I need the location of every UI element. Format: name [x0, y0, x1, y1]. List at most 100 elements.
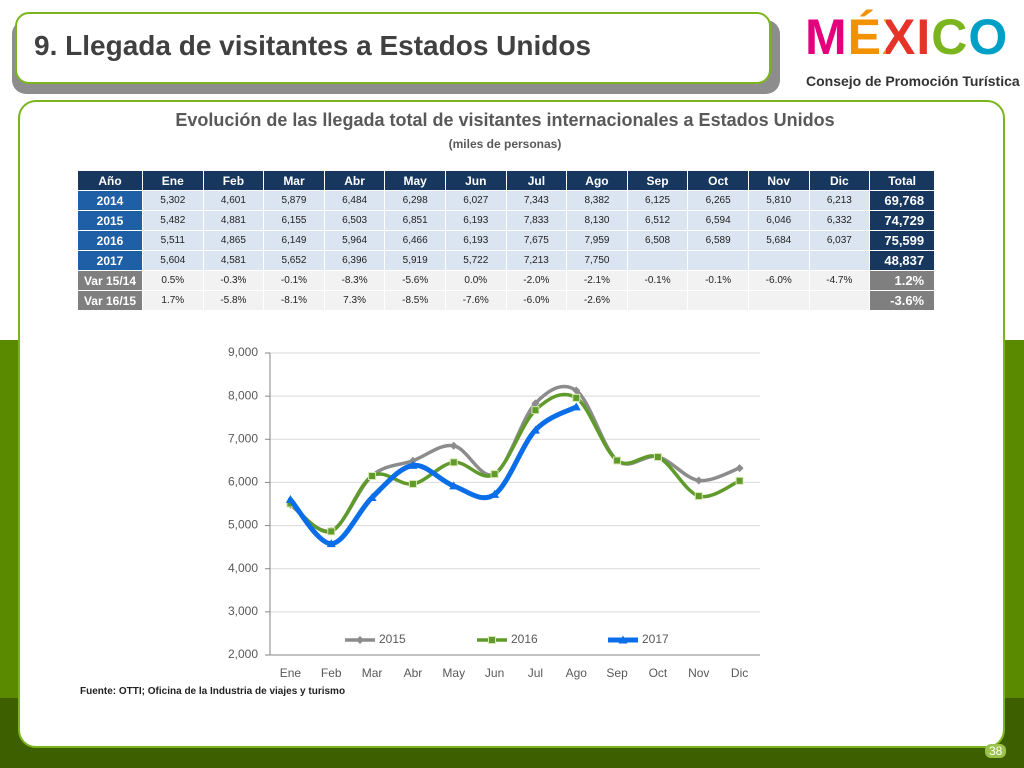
table-cell: 1.7%	[142, 290, 204, 311]
plot-background	[200, 340, 780, 685]
x-tick-label: Dic	[731, 666, 748, 680]
table-cell: -2.0%	[505, 270, 568, 291]
table-cell: 6,155	[263, 210, 325, 231]
table-row: 2015 5,482 4,881 6,155 6,503 6,851 6,193 7,833 8…	[77, 210, 936, 231]
marker	[449, 458, 458, 467]
logo: MÉXICO	[805, 9, 1009, 65]
marker	[531, 399, 540, 408]
marker	[572, 393, 581, 402]
table-row: 2017 5,604 4,581 5,652 6,396 5,919 5,722 7,213 7…	[77, 250, 936, 271]
source: Fuente: OTTI; Oficina de la Industria de…	[80, 686, 346, 697]
table-cell: 5,722	[444, 250, 507, 271]
table-cell: 7,213	[505, 250, 568, 271]
table-cell: -6.0%	[747, 270, 810, 291]
marker	[571, 402, 581, 411]
x-tick-label: Jul	[528, 666, 543, 680]
table-cell: 4,601	[202, 190, 265, 211]
marker	[408, 460, 418, 469]
table-cell: 8,130	[566, 210, 628, 231]
column-header: May	[384, 170, 446, 191]
marker	[618, 635, 628, 644]
table-cell: 6,594	[687, 210, 749, 231]
column-header: Jul	[505, 170, 568, 191]
table-cell: -2.1%	[566, 270, 628, 291]
header-title: 9. Llegada de visitantes a Estados Unido…	[34, 30, 592, 61]
legend-label: 2017	[642, 632, 669, 646]
table-cell: 6,037	[808, 230, 871, 251]
y-tick-label: 3,000	[228, 604, 258, 618]
marker	[694, 476, 703, 485]
table-cell: 6,589	[687, 230, 749, 251]
page-number: 38	[985, 744, 1007, 758]
x-tick-label: Ago	[566, 666, 588, 680]
table-cell: -5.8%	[202, 290, 265, 311]
table-cell: -8.1%	[263, 290, 325, 311]
column-header: Abr	[323, 170, 386, 191]
y-tick-label: 6,000	[228, 475, 258, 489]
table-row: Var 16/15 1.7% -5.8% -8.1% 7.3% -8.5% -7.6% -6.…	[77, 290, 936, 311]
x-tick-label: Ene	[280, 666, 302, 680]
table-cell: 6,466	[384, 230, 446, 251]
marker	[572, 386, 581, 395]
marker	[488, 636, 496, 644]
table-cell: 5,302	[142, 190, 204, 211]
table-cell: 5,964	[323, 230, 386, 251]
x-tick-label: Abr	[404, 666, 423, 680]
marker	[326, 539, 336, 548]
data-table: Año Ene Feb Mar Abr May Jun Jul Ago Sep Oct Nov Dic T…	[77, 170, 936, 311]
table-cell: 6,512	[626, 210, 689, 231]
marker	[531, 406, 540, 415]
header-box	[15, 12, 771, 84]
table-cell	[626, 290, 689, 311]
marker	[367, 492, 377, 501]
table-cell	[808, 250, 871, 271]
row-label: Var 16/15	[77, 290, 143, 311]
table-cell: 4,881	[202, 210, 265, 231]
total-cell: -3.6%	[869, 290, 936, 311]
y-tick-label: 7,000	[228, 431, 258, 445]
marker	[694, 492, 703, 501]
total-cell: 75,599	[869, 230, 936, 251]
table-row: 2014 5,302 4,601 5,879 6,484 6,298 6,027 7,343 8…	[77, 190, 936, 211]
marker	[285, 495, 295, 504]
marker	[653, 453, 662, 462]
table-cell: -0.3%	[202, 270, 265, 291]
marker	[449, 481, 459, 490]
legend-label: 2016	[511, 632, 538, 646]
x-tick-label: Feb	[321, 666, 342, 680]
y-tick-label: 9,000	[228, 345, 258, 359]
column-header: Año	[77, 170, 143, 191]
table-cell: 7,833	[505, 210, 568, 231]
table-cell: 5,604	[142, 250, 204, 271]
table-cell: 0.0%	[444, 270, 507, 291]
table-cell: 6,851	[384, 210, 446, 231]
column-header: Ago	[566, 170, 628, 191]
column-header: Feb	[202, 170, 265, 191]
x-tick-label: Oct	[649, 666, 668, 680]
marker	[490, 489, 500, 498]
marker	[356, 636, 364, 644]
total-cell: 74,729	[869, 210, 936, 231]
table-row: Var 15/14 0.5% -0.3% -0.1% -8.3% -5.6% 0.0% -2.…	[77, 270, 936, 291]
table-cell: 7,959	[566, 230, 628, 251]
table-cell: 4,865	[202, 230, 265, 251]
table-cell: 5,919	[384, 250, 446, 271]
column-header: Oct	[687, 170, 749, 191]
table-cell: 6,265	[687, 190, 749, 211]
table-cell: 6,027	[444, 190, 507, 211]
column-header: Jun	[444, 170, 507, 191]
column-header: Ene	[142, 170, 204, 191]
table-cell: 7,675	[505, 230, 568, 251]
y-tick-label: 5,000	[228, 518, 258, 532]
y-tick-label: 8,000	[228, 388, 258, 402]
table-cell: 7,343	[505, 190, 568, 211]
marker	[490, 470, 499, 479]
table-row: 2016 5,511 4,865 6,149 5,964 6,466 6,193 7,675 7…	[77, 230, 936, 251]
total-cell: 1.2%	[869, 270, 936, 291]
x-tick-label: Nov	[688, 666, 709, 680]
table-cell: 6,046	[747, 210, 810, 231]
table-cell	[747, 290, 810, 311]
table-cell: 5,810	[747, 190, 810, 211]
